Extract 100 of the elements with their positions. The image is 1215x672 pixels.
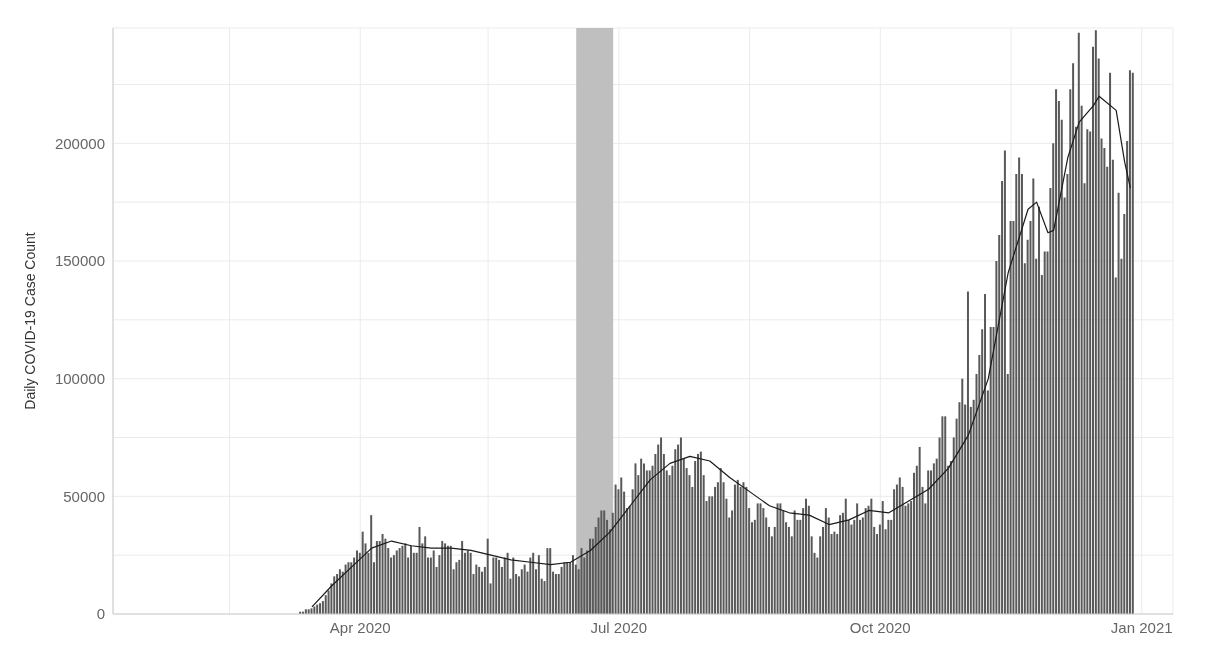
line-series [311, 95, 1131, 608]
bar [344, 564, 347, 614]
bar [1018, 157, 1021, 614]
y-tick-label: 100000 [54, 369, 105, 387]
bar [844, 498, 847, 614]
bar [492, 557, 495, 614]
bar [776, 503, 779, 614]
bar [424, 536, 427, 614]
bar [1032, 178, 1035, 614]
y-tick-label: 0 [96, 605, 105, 623]
bar [1038, 206, 1041, 614]
bar [643, 463, 645, 614]
bar [466, 550, 469, 614]
bar [347, 562, 350, 614]
bar [779, 503, 782, 614]
bar [375, 541, 378, 614]
bar [1131, 72, 1134, 614]
bar [1072, 63, 1075, 614]
bar [475, 564, 478, 614]
bar [512, 557, 515, 614]
x-tick-label: Apr 2020 [329, 618, 391, 636]
bar [395, 550, 398, 614]
bar [961, 378, 964, 614]
bar [338, 569, 341, 614]
bar [745, 486, 748, 614]
bar [850, 524, 853, 614]
bar [506, 552, 509, 614]
bar [381, 533, 384, 614]
bar [699, 451, 702, 614]
bar [679, 437, 682, 614]
bar [1109, 72, 1112, 614]
bar [537, 555, 540, 614]
bar [532, 552, 535, 614]
bar [455, 562, 458, 614]
bar [966, 291, 969, 614]
bar [719, 468, 722, 614]
bar [370, 515, 373, 614]
bar [401, 545, 404, 614]
bar [549, 548, 552, 614]
bar [648, 470, 651, 614]
bar [944, 416, 947, 614]
bar [571, 555, 574, 614]
bar [733, 484, 736, 614]
bar [580, 548, 583, 614]
bar [1117, 192, 1120, 614]
bar [498, 559, 501, 614]
bar [1094, 30, 1097, 614]
bar [870, 498, 873, 614]
bar [566, 562, 569, 614]
bar [495, 557, 498, 614]
bar [708, 496, 711, 614]
bar [989, 326, 992, 614]
bar [620, 477, 623, 614]
bar [469, 552, 472, 614]
bar [1077, 32, 1080, 614]
bar [1043, 251, 1046, 614]
bar [529, 557, 532, 614]
bar [560, 566, 563, 614]
bar [736, 479, 739, 614]
bar [824, 508, 827, 614]
bar [350, 562, 353, 614]
bar [478, 566, 481, 614]
bar [355, 550, 358, 614]
bar [603, 510, 606, 614]
x-tick-label: Jan 2021 [1110, 618, 1173, 636]
bar [660, 437, 663, 614]
bar [600, 510, 603, 614]
bar [520, 569, 523, 614]
bar [856, 503, 859, 614]
bar [941, 416, 944, 614]
x-tick-label: Oct 2020 [849, 618, 911, 636]
bar [336, 573, 339, 614]
bar [614, 484, 617, 614]
bar [404, 543, 407, 614]
bar [932, 463, 935, 614]
bar [409, 545, 412, 614]
bar [833, 531, 836, 614]
bar [759, 503, 762, 614]
bar [804, 498, 807, 614]
bar [546, 548, 549, 614]
bar [523, 564, 526, 614]
bar [898, 477, 901, 614]
y-tick-label: 50000 [63, 487, 105, 505]
bar [787, 526, 790, 614]
bar [881, 501, 884, 614]
bar [486, 538, 489, 614]
bar [333, 576, 336, 614]
bar [907, 503, 910, 614]
bar [696, 453, 699, 614]
bar [503, 557, 506, 614]
bar [640, 458, 643, 614]
bar [432, 550, 435, 614]
bar [1055, 89, 1058, 614]
y-axis-title: Daily COVID-19 Case Count [21, 232, 38, 410]
y-tick-label: 150000 [54, 252, 105, 270]
bar [449, 545, 452, 614]
bar [1003, 150, 1006, 614]
bar [384, 538, 387, 614]
bar [418, 526, 421, 614]
bar [864, 508, 867, 614]
